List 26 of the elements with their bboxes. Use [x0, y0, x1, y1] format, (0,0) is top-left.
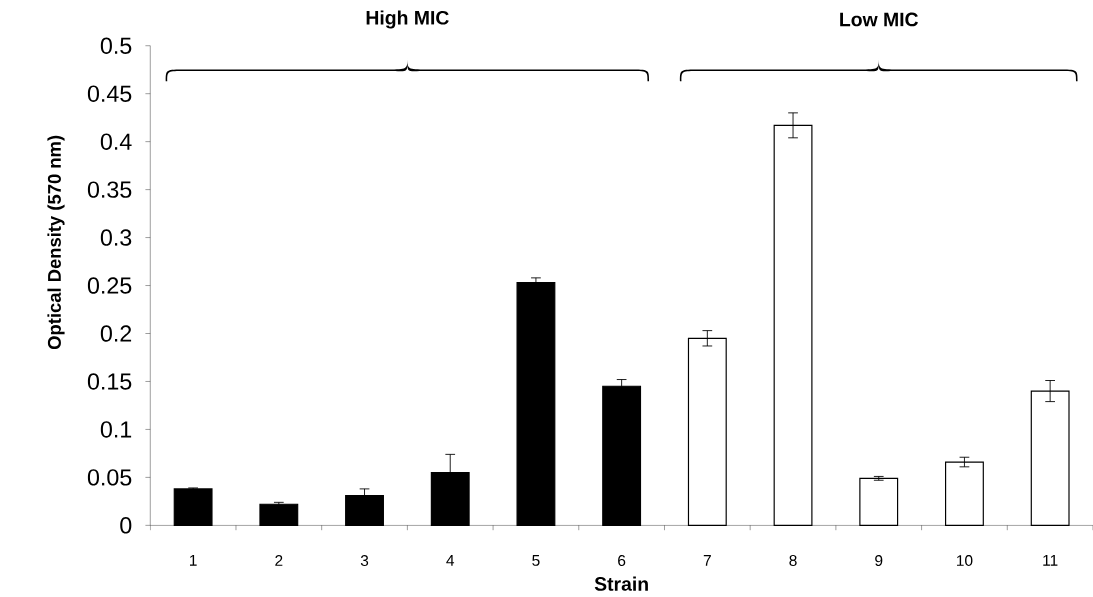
x-tick-label: 8: [789, 554, 797, 566]
y-tick-label: 0.45: [87, 85, 132, 102]
y-tick-label: 0.05: [87, 468, 132, 486]
y-tick-label: 0: [120, 516, 132, 534]
text: High MIC: [366, 10, 449, 29]
y-tick-label: 0.3: [100, 229, 132, 246]
y-tick-label: 0.4: [100, 133, 132, 150]
x-tick-label: 6: [618, 554, 626, 566]
x-tick-label: 4: [446, 554, 455, 566]
y-tick-label: 0.15: [87, 373, 132, 390]
y-axis-title: Optical Density (570 nm): [47, 135, 65, 349]
x-tick-label: 9: [875, 554, 883, 566]
y-tick-label: 0.5: [100, 37, 132, 54]
x-tick-label: 1: [190, 554, 197, 566]
text: Low MIC: [840, 12, 919, 27]
x-tick-label: 10: [957, 554, 973, 566]
x-axis-title: Strain: [594, 576, 648, 591]
x-tick-label: 11: [1043, 554, 1058, 566]
y-tick-label: 0.35: [87, 181, 132, 198]
y-tick-label: 0.25: [87, 277, 132, 294]
x-tick-label: 5: [532, 554, 540, 566]
y-tick-label: 0.2: [100, 325, 132, 342]
y-tick-label: 0.1: [100, 421, 132, 438]
x-tick-label: 7: [703, 554, 711, 566]
x-tick-label: 2: [275, 554, 283, 566]
x-tick-label: 3: [360, 554, 369, 566]
